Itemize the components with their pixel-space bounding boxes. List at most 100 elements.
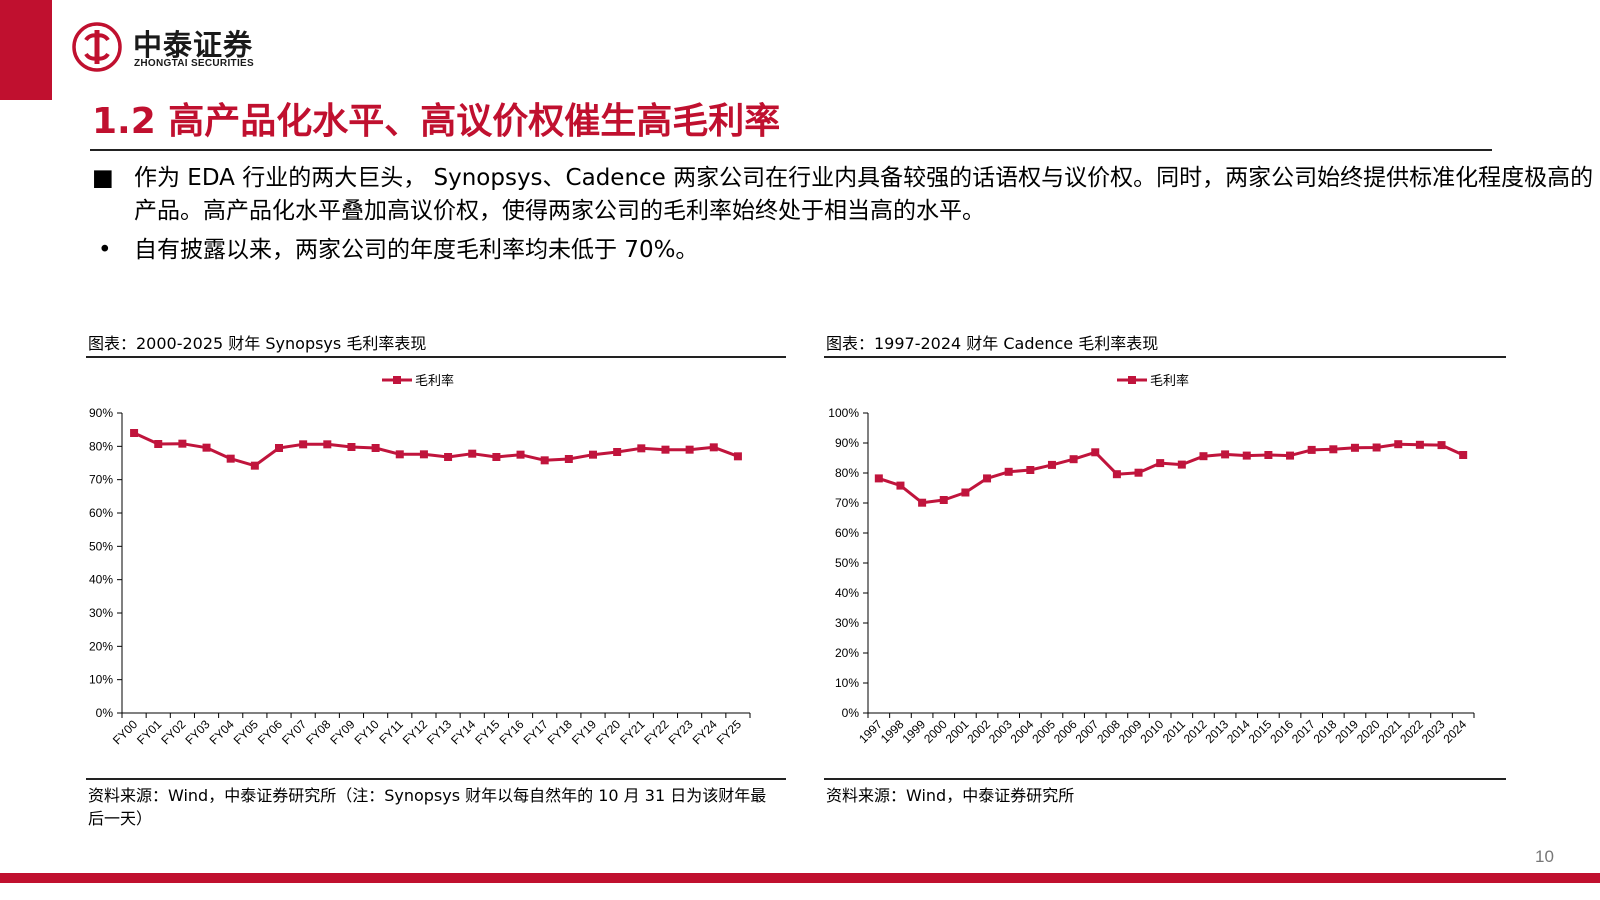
legend-label: 毛利率 [1150,373,1189,388]
left-chart-caption: 图表：2000-2025 财年 Synopsys 毛利率表现 [88,334,427,353]
y-tick-label: 10% [835,676,859,690]
x-tick-label: 2019 [1332,717,1361,746]
x-tick-label: 2010 [1138,717,1167,746]
x-tick-label: 2014 [1224,717,1253,746]
x-tick-label: FY13 [424,717,454,747]
left-chart-source: 资料来源：Wind，中泰证券研究所（注：Synopsys 财年以每自然年的 10… [88,786,767,828]
logo-text-cn: 中泰证券 [133,28,254,62]
data-point [1286,451,1295,460]
data-point [874,474,883,483]
x-tick-label: 2018 [1311,717,1340,746]
data-point [154,440,163,448]
y-tick-label: 70% [835,496,859,510]
x-tick-label: FY22 [641,717,671,747]
y-tick-label: 30% [89,606,113,620]
x-tick-label: FY24 [690,717,720,747]
data-point [1091,448,1100,457]
x-tick-label: FY23 [666,717,696,747]
data-point [1350,443,1359,452]
x-tick-label: 2022 [1397,717,1426,746]
series-line [133,431,739,468]
x-tick-label: 2015 [1246,717,1275,746]
x-tick-label: FY01 [134,717,164,747]
x-tick-label: FY09 [327,717,357,747]
legend-label: 毛利率 [415,373,454,388]
x-tick-label: 2002 [964,717,993,746]
x-tick-label: FY20 [593,717,623,747]
x-tick-label: 2001 [943,717,972,746]
series-line [878,442,1464,505]
data-point [1004,467,1013,476]
y-tick-label: 40% [835,586,859,600]
data-point [299,440,308,449]
x-tick-label: FY07 [279,717,309,747]
x-tick-label: FY12 [400,717,430,747]
title-divider [90,149,1492,151]
right-source-rule [824,778,1506,780]
bullet-1-text: 作为 EDA 行业的两大巨头， Synopsys、Cadence 两家公司在行业… [134,165,1594,224]
y-tick-label: 40% [89,573,113,587]
data-point [709,443,718,452]
right-chart-caption: 图表：1997-2024 财年 Cadence 毛利率表现 [826,334,1159,353]
x-tick-label: 2009 [1116,717,1145,746]
x-tick-label: FY04 [207,717,237,747]
data-point [1437,441,1446,450]
x-tick-label: FY00 [110,717,140,747]
data-point [1177,460,1186,469]
data-point [1134,468,1143,477]
data-point [1329,445,1338,454]
x-tick-label: 2011 [1160,717,1188,745]
data-point [613,448,622,456]
data-point [1069,455,1078,464]
x-tick-label: FY11 [376,717,406,747]
x-tick-label: FY17 [521,717,551,747]
bullet-1-marker: ■ [92,165,114,191]
x-tick-label: 2012 [1181,717,1210,746]
x-tick-label: 2006 [1051,717,1080,746]
data-point [1221,450,1230,459]
data-point [1415,440,1424,449]
y-tick-label: 90% [835,436,859,450]
data-point [323,440,332,449]
data-point [961,488,970,497]
x-tick-label: 2023 [1419,717,1448,746]
x-tick-label: FY21 [617,717,647,747]
data-point [1372,443,1381,452]
x-tick-label: 2021 [1376,717,1405,746]
x-tick-label: FY05 [231,717,261,747]
synopsys-gross-margin-chart: 毛利率 0% 10% 20% 30% 40% 50% 60% 70% 80% 90% FY00FY01… [89,373,751,747]
data-point [371,444,380,452]
x-tick-label: 2007 [1073,717,1102,746]
data-point [1459,451,1468,459]
x-tick-label: FY18 [545,717,575,747]
data-point [250,461,259,470]
data-point [468,449,477,458]
y-tick-label: 60% [89,506,113,520]
y-tick-label: 30% [835,616,859,630]
data-point [1026,466,1035,474]
right-chart-source: 资料来源：Wind，中泰证券研究所 [826,786,1075,805]
x-tick-label: 1998 [878,717,907,746]
data-point [226,454,235,463]
data-point [178,439,187,448]
x-tick-label: FY08 [303,717,333,747]
x-tick-label: 2016 [1267,717,1296,746]
x-tick-label: FY14 [448,717,478,747]
data-point [1199,452,1208,461]
data-point [589,450,597,459]
data-point [685,445,694,454]
y-tick-label: 20% [835,646,859,660]
x-tick-label: 2017 [1289,717,1318,746]
bullet-2-text: 自有披露以来，两家公司的年度毛利率均未低于 70%。 [134,237,699,263]
data-point [395,450,404,459]
y-tick-label: 50% [835,556,859,570]
data-point [130,429,139,437]
x-tick-label: FY03 [182,717,212,747]
y-tick-label: 70% [89,473,113,487]
x-tick-label: 2004 [1008,717,1037,746]
data-point [637,444,646,453]
header-red-bar [0,0,52,100]
data-point [661,445,670,454]
data-point [1264,451,1273,459]
zhongtai-logo-icon [72,22,122,72]
